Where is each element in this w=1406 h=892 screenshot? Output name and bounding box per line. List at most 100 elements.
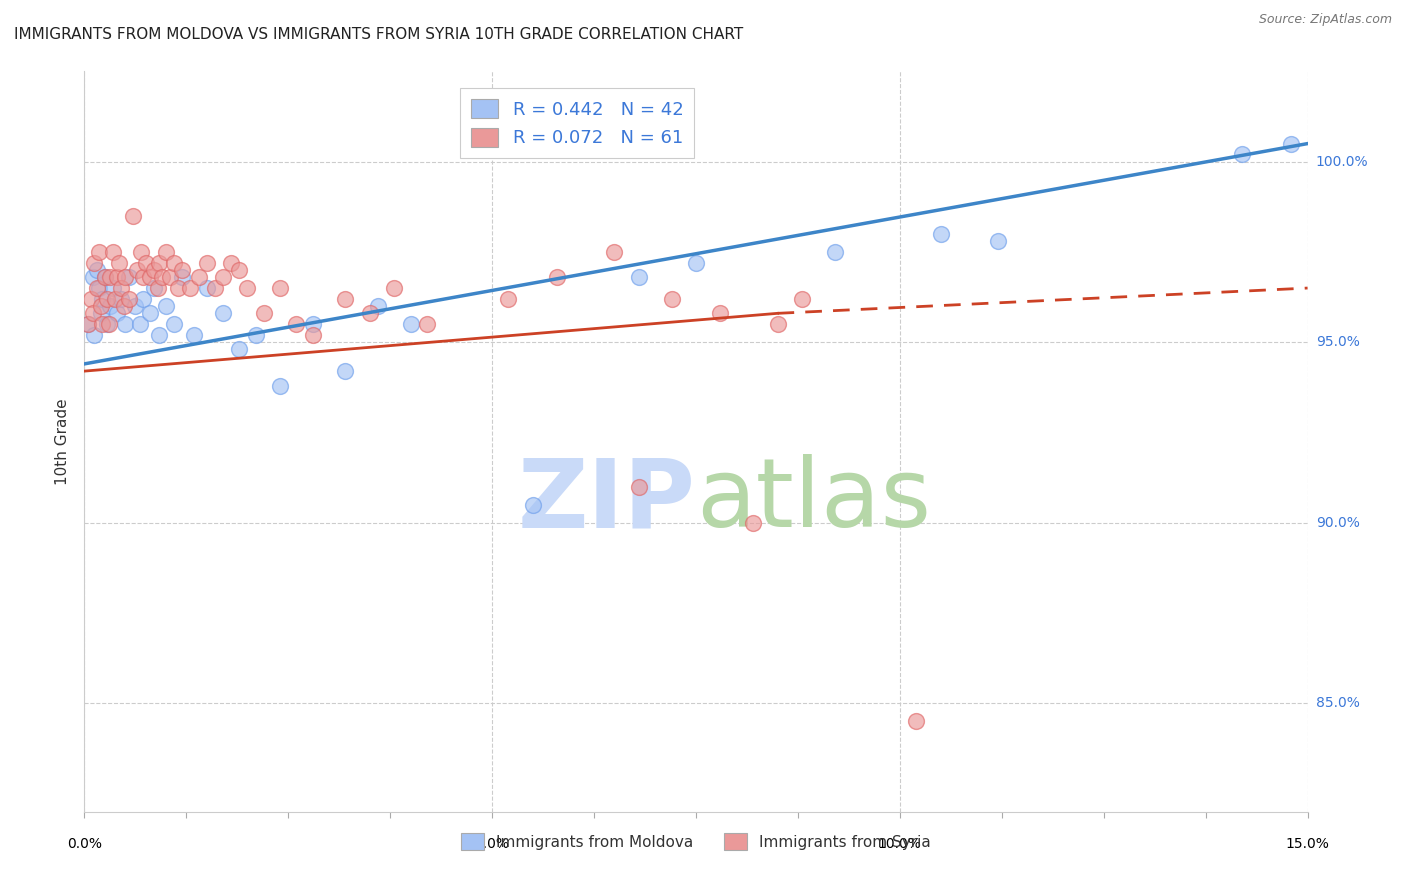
Text: atlas: atlas: [696, 454, 931, 548]
Point: [183, 328, 205, 343]
Point: [253, 306, 276, 320]
Legend: Immigrants from Moldova, Immigrants from Syria: Immigrants from Moldova, Immigrants from…: [456, 827, 936, 856]
Point: [546, 270, 568, 285]
Point: [335, 292, 357, 306]
Point: [93, 270, 115, 285]
Point: [104, 292, 127, 306]
Point: [187, 270, 209, 285]
Text: 85.0%: 85.0%: [1316, 697, 1360, 710]
Point: [82, 306, 104, 320]
Text: 95.0%: 95.0%: [1316, 335, 1360, 350]
Point: [301, 328, 323, 343]
Text: IMMIGRANTS FROM MOLDOVA VS IMMIGRANTS FROM SYRIA 10TH GRADE CORRELATION CHART: IMMIGRANTS FROM MOLDOVA VS IMMIGRANTS FR…: [14, 27, 744, 42]
Text: 0.0%: 0.0%: [67, 837, 101, 851]
Text: Source: ZipAtlas.com: Source: ZipAtlas.com: [1258, 13, 1392, 27]
Point: [285, 317, 308, 331]
Text: 90.0%: 90.0%: [1316, 516, 1360, 530]
Point: [124, 299, 146, 313]
Point: [1232, 147, 1254, 161]
Point: [138, 306, 160, 320]
Point: [359, 306, 381, 320]
Point: [742, 516, 765, 530]
Point: [86, 281, 108, 295]
Point: [91, 292, 114, 306]
Point: [87, 281, 110, 295]
Point: [91, 317, 114, 331]
Point: [105, 306, 128, 320]
Point: [269, 281, 291, 295]
Point: [128, 317, 150, 331]
Point: [114, 317, 136, 331]
Point: [132, 292, 155, 306]
Point: [685, 256, 707, 270]
Text: 100.0%: 100.0%: [1316, 154, 1368, 169]
Point: [114, 270, 136, 285]
Point: [335, 364, 357, 378]
Point: [132, 270, 155, 285]
Point: [118, 292, 141, 306]
Point: [269, 378, 291, 392]
Text: 5.0%: 5.0%: [475, 837, 509, 851]
Point: [142, 281, 165, 295]
Point: [627, 270, 650, 285]
Point: [245, 328, 267, 343]
Point: [90, 299, 112, 313]
Point: [367, 299, 389, 313]
Point: [80, 292, 103, 306]
Point: [627, 480, 650, 494]
Point: [987, 234, 1010, 248]
Point: [212, 306, 235, 320]
Point: [101, 281, 124, 295]
Point: [148, 328, 170, 343]
Text: 15.0%: 15.0%: [1285, 837, 1330, 851]
Point: [135, 256, 157, 270]
Point: [105, 270, 128, 285]
Point: [167, 281, 190, 295]
Point: [929, 227, 952, 241]
Point: [118, 270, 141, 285]
Point: [905, 714, 928, 729]
Point: [82, 270, 104, 285]
Point: [83, 328, 105, 343]
Point: [382, 281, 405, 295]
Text: 10.0%: 10.0%: [877, 837, 922, 851]
Point: [824, 244, 846, 259]
Point: [228, 343, 250, 357]
Point: [77, 317, 100, 331]
Point: [90, 306, 112, 320]
Point: [96, 292, 118, 306]
Point: [204, 281, 226, 295]
Point: [96, 317, 118, 331]
Point: [498, 292, 520, 306]
Point: [219, 256, 242, 270]
Point: [301, 317, 323, 331]
Point: [155, 244, 177, 259]
Point: [112, 299, 135, 313]
Point: [416, 317, 439, 331]
Point: [163, 317, 186, 331]
Point: [127, 263, 149, 277]
Point: [100, 299, 122, 313]
Point: [142, 263, 165, 277]
Point: [150, 270, 173, 285]
Point: [110, 292, 132, 306]
Point: [1279, 136, 1302, 151]
Point: [77, 317, 100, 331]
Point: [87, 244, 110, 259]
Point: [228, 263, 250, 277]
Point: [522, 498, 544, 512]
Point: [172, 263, 194, 277]
Point: [97, 317, 120, 331]
Point: [100, 270, 122, 285]
Point: [83, 256, 105, 270]
Text: ZIP: ZIP: [517, 454, 696, 548]
Point: [86, 263, 108, 277]
Point: [172, 270, 194, 285]
Point: [766, 317, 789, 331]
Point: [163, 256, 186, 270]
Point: [110, 281, 132, 295]
Point: [195, 281, 218, 295]
Point: [155, 299, 177, 313]
Point: [212, 270, 235, 285]
Point: [603, 244, 626, 259]
